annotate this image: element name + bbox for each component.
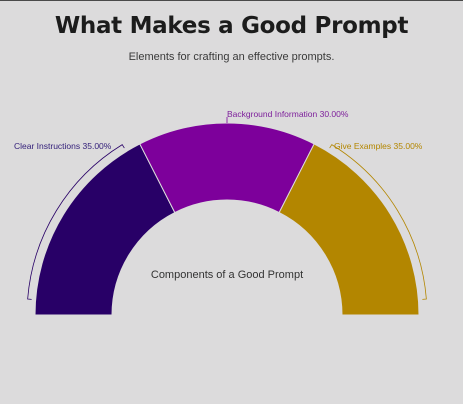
center-label: Components of a Good Prompt: [151, 269, 303, 281]
chart-title: What Makes a Good Prompt: [54, 13, 409, 39]
chart-subtitle: Elements for crafting an effective promp…: [128, 51, 335, 63]
leader-line: [27, 144, 125, 300]
slice-labels-group: Clear Instructions 35.00% Background Info…: [14, 109, 423, 151]
slice-label: Background Information 30.00%: [227, 109, 349, 119]
slice-label: Give Examples 35.00%: [334, 141, 423, 151]
slices-group: [34, 122, 420, 316]
slice-label: Clear Instructions 35.00%: [14, 141, 112, 151]
leader-line: [329, 144, 427, 300]
slice-give-examples[interactable]: [278, 143, 420, 316]
leader-lines-group: [27, 117, 427, 300]
